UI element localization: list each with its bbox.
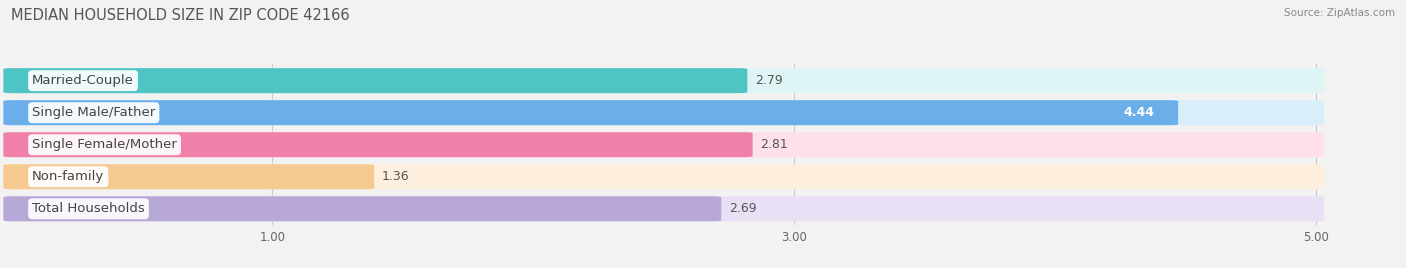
Text: 2.81: 2.81 bbox=[761, 138, 789, 151]
FancyBboxPatch shape bbox=[3, 164, 374, 189]
FancyBboxPatch shape bbox=[3, 196, 1324, 221]
Text: Married-Couple: Married-Couple bbox=[32, 74, 134, 87]
Text: 4.44: 4.44 bbox=[1123, 106, 1154, 119]
FancyBboxPatch shape bbox=[3, 196, 721, 221]
FancyBboxPatch shape bbox=[3, 164, 1324, 189]
FancyBboxPatch shape bbox=[3, 68, 748, 93]
FancyBboxPatch shape bbox=[3, 100, 1178, 125]
Text: Single Male/Father: Single Male/Father bbox=[32, 106, 156, 119]
Text: Non-family: Non-family bbox=[32, 170, 104, 183]
FancyBboxPatch shape bbox=[3, 100, 1324, 125]
Text: Source: ZipAtlas.com: Source: ZipAtlas.com bbox=[1284, 8, 1395, 18]
Text: 2.69: 2.69 bbox=[730, 202, 756, 215]
FancyBboxPatch shape bbox=[3, 68, 1324, 93]
Text: MEDIAN HOUSEHOLD SIZE IN ZIP CODE 42166: MEDIAN HOUSEHOLD SIZE IN ZIP CODE 42166 bbox=[11, 8, 350, 23]
Text: Total Households: Total Households bbox=[32, 202, 145, 215]
Text: 2.79: 2.79 bbox=[755, 74, 783, 87]
FancyBboxPatch shape bbox=[3, 132, 752, 157]
FancyBboxPatch shape bbox=[3, 132, 1324, 157]
Text: Single Female/Mother: Single Female/Mother bbox=[32, 138, 177, 151]
Text: 1.36: 1.36 bbox=[382, 170, 409, 183]
